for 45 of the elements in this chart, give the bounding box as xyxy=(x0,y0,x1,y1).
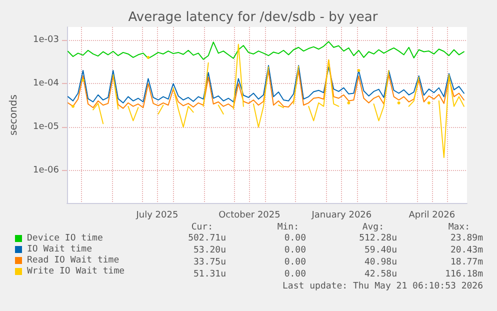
text: 0.00 xyxy=(284,234,306,244)
text: 53.20u xyxy=(193,246,226,256)
line-series xyxy=(68,59,464,109)
line-series xyxy=(68,41,464,60)
text: 18.77m xyxy=(450,258,483,268)
point xyxy=(427,101,430,104)
legend-label: Device IO time xyxy=(27,234,103,244)
x-tick-label: April 2026 xyxy=(408,210,456,220)
text: Cur: xyxy=(191,222,213,232)
text: 40.98u xyxy=(364,258,397,268)
point xyxy=(357,69,360,72)
text: Last update: Thu May 21 06:10:53 2026 xyxy=(282,282,483,292)
text: 51.31u xyxy=(193,270,226,280)
text: 116.18m xyxy=(445,270,483,280)
legend-label: Read IO Wait time xyxy=(27,256,120,266)
text: 23.89m xyxy=(450,234,483,244)
y-tick-label: 1e-06 xyxy=(33,166,60,176)
chart-title: Average latency for /dev/sdb - by year xyxy=(128,10,378,25)
x-tick-label: January 2026 xyxy=(310,210,372,220)
text: 512.28u xyxy=(359,234,397,244)
legend-label: IO Wait time xyxy=(27,244,92,254)
legend-label: Write IO Wait time xyxy=(27,266,125,276)
text: 59.40u xyxy=(364,246,397,256)
text: 42.58u xyxy=(364,270,397,280)
text: Min: xyxy=(277,222,299,232)
text: 0.00 xyxy=(284,246,306,256)
point xyxy=(72,104,75,108)
y-tick-label: 1e-05 xyxy=(33,122,59,132)
x-tick-label: October 2025 xyxy=(218,210,280,220)
point xyxy=(397,101,400,104)
y-axis-title: seconds xyxy=(8,94,20,136)
text: 0.00 xyxy=(284,258,306,268)
point xyxy=(347,101,350,104)
text: 33.75u xyxy=(193,258,226,268)
y-tick-label: 1e-03 xyxy=(33,35,59,46)
point xyxy=(146,56,150,59)
x-tick-label: July 2025 xyxy=(135,210,178,220)
text: Max: xyxy=(448,222,470,232)
text: Avg: xyxy=(362,222,384,232)
text: 502.71u xyxy=(188,234,226,244)
y-tick-label: 1e-04 xyxy=(33,78,60,89)
text: 0.00 xyxy=(284,270,306,280)
line-series xyxy=(68,65,464,104)
text: 20.43m xyxy=(450,246,483,256)
point xyxy=(82,78,85,82)
